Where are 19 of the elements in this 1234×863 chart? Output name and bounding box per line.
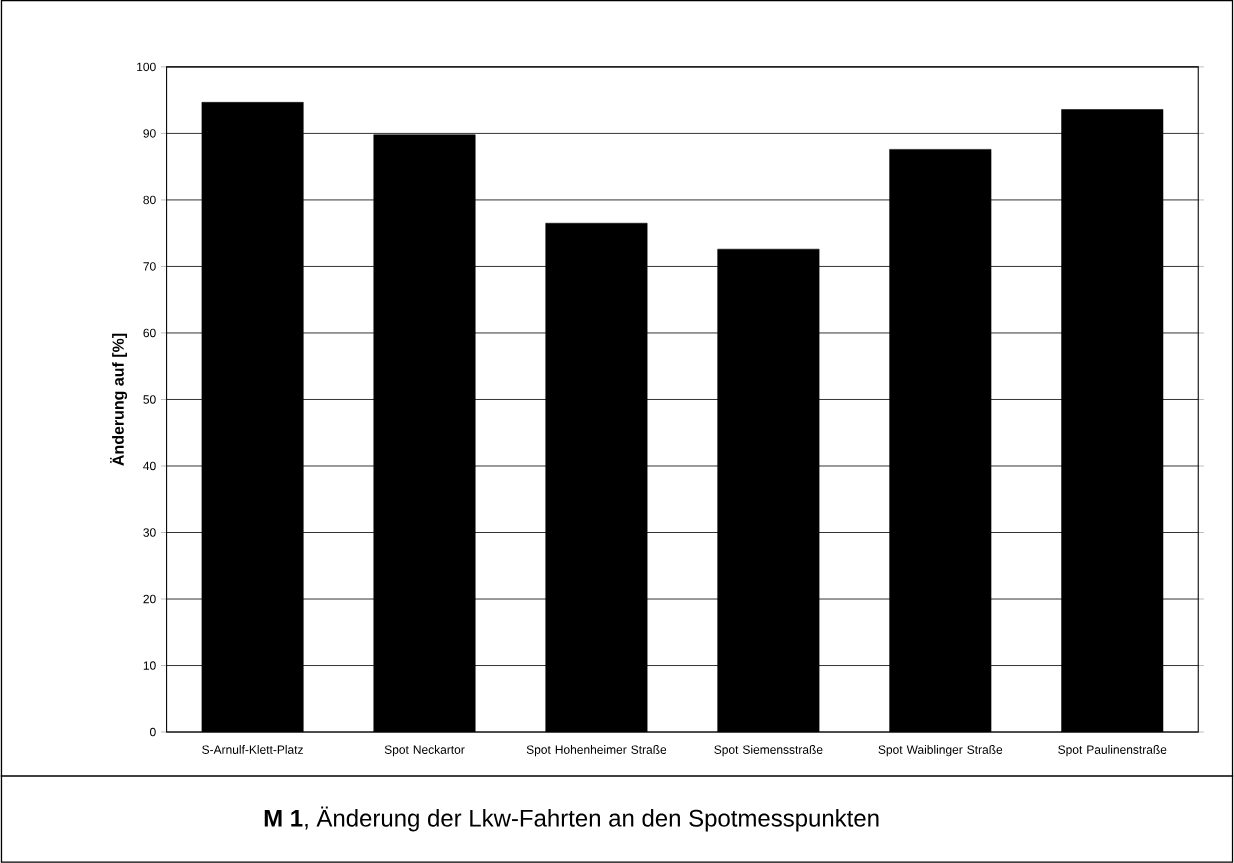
y-tick-label: 80: [143, 195, 156, 205]
x-tick-label: Spot Paulinenstraße: [1058, 745, 1167, 757]
y-tick-label: 100: [137, 62, 156, 72]
x-tick-label: Spot Waiblinger Straße: [878, 745, 1003, 757]
y-tick-label: 0: [149, 727, 156, 737]
x-tick-label: S-Arnulf-Klett-Platz: [202, 745, 303, 754]
y-tick-label: 90: [143, 129, 156, 138]
x-tick-label: Spot Hohenheimer Straße: [526, 745, 667, 757]
text: M 1, Änderung der Lkw-Fahrten an den Spotmesspunkten: [264, 806, 879, 832]
x-tick-label: Spot Neckartor: [384, 745, 465, 757]
x-tick-label: Spot Siemensstraße: [714, 745, 823, 757]
y-tick-label: 70: [143, 262, 156, 271]
y-tick-label: 20: [143, 594, 156, 604]
y-tick-label: 10: [143, 661, 156, 670]
y-tick-label: 30: [143, 528, 156, 537]
y-axis-title: Änderung auf [%]: [110, 333, 128, 466]
y-tick-label: 50: [143, 395, 156, 404]
y-tick-label: 60: [143, 328, 156, 338]
y-tick-label: 40: [143, 461, 156, 471]
